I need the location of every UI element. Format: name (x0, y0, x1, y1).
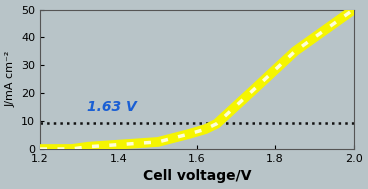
Y-axis label: J/mA cm⁻²: J/mA cm⁻² (6, 51, 15, 108)
Text: 1.63 V: 1.63 V (87, 100, 137, 114)
X-axis label: Cell voltage/V: Cell voltage/V (142, 170, 251, 184)
